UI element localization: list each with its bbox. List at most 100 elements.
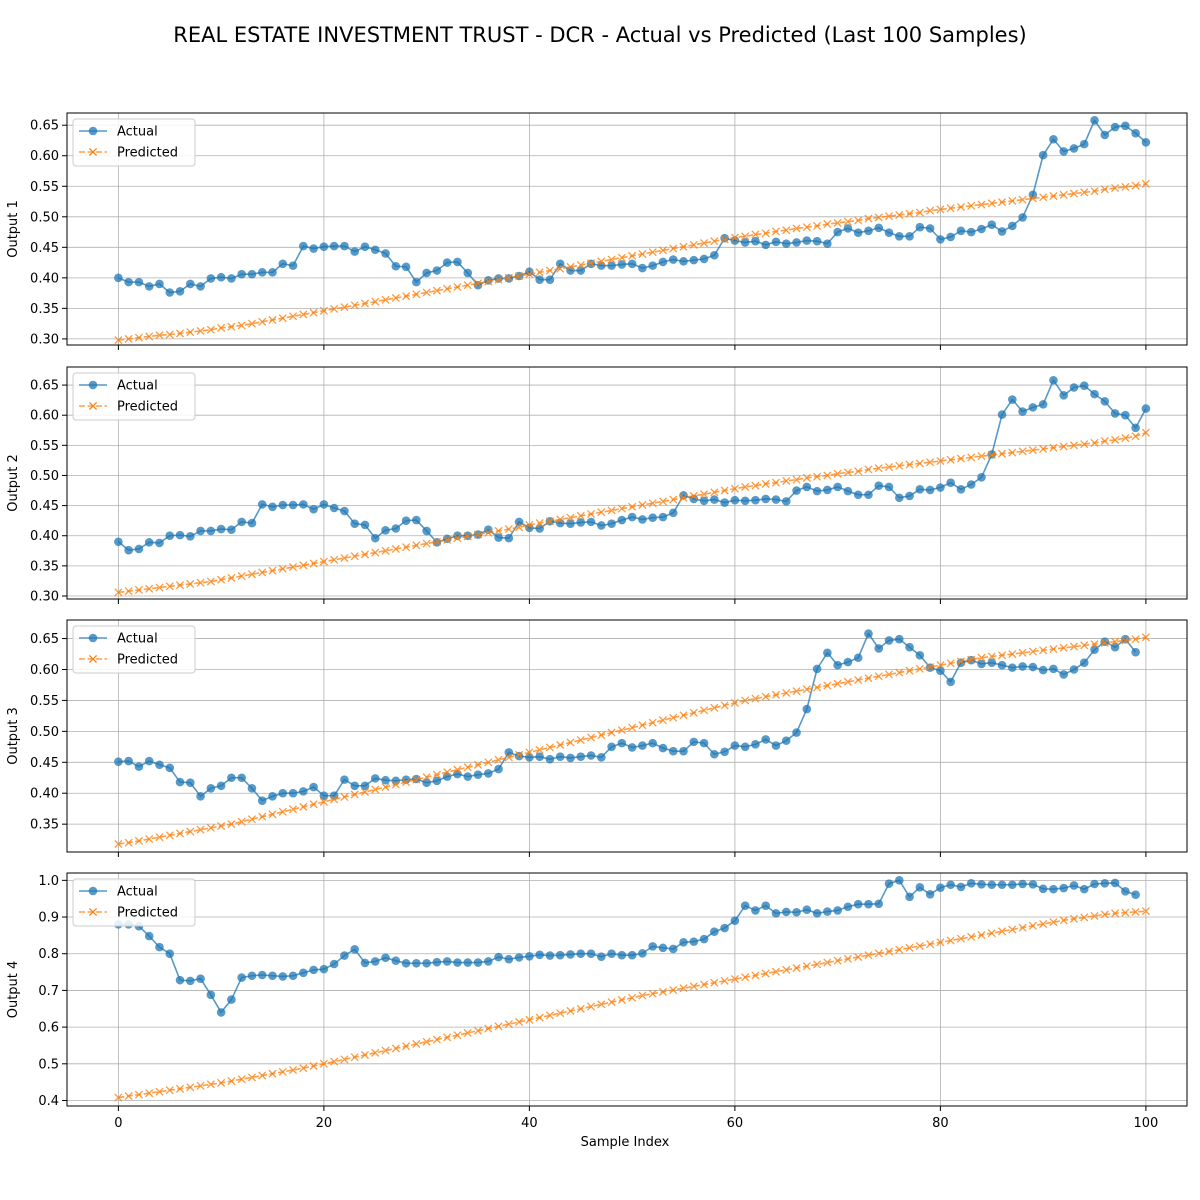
data-point-predicted <box>381 546 390 555</box>
legend-marker-actual <box>88 126 98 136</box>
data-point-actual <box>1100 637 1110 646</box>
data-point-actual <box>576 949 586 959</box>
data-point-predicted <box>802 473 811 482</box>
data-point-predicted <box>1059 643 1068 652</box>
data-point-actual <box>401 516 411 525</box>
data-point-actual <box>864 899 873 909</box>
x-tick-label: 40 <box>521 1116 538 1131</box>
data-point-predicted <box>782 226 791 235</box>
data-point-actual <box>483 769 493 778</box>
data-point-predicted <box>145 1089 154 1098</box>
y-tick-label: 0.35 <box>30 818 59 833</box>
data-point-predicted <box>823 220 832 229</box>
data-point-predicted <box>987 199 996 208</box>
data-point-predicted <box>936 456 945 466</box>
data-point-predicted <box>432 286 441 295</box>
data-point-actual <box>175 530 185 540</box>
data-point-predicted <box>134 585 143 595</box>
data-point-actual <box>874 899 884 909</box>
data-point-predicted <box>658 246 668 255</box>
y-tick-label: 0.40 <box>30 271 59 286</box>
data-point-actual <box>761 494 771 504</box>
data-point-actual <box>936 883 945 892</box>
data-point-actual <box>442 534 452 544</box>
data-point-actual <box>453 257 462 267</box>
data-point-actual <box>1079 381 1089 390</box>
data-point-predicted <box>473 279 483 288</box>
data-point-actual <box>781 497 791 506</box>
data-point-predicted <box>525 748 534 757</box>
data-point-predicted <box>206 823 215 832</box>
data-point-actual <box>833 906 842 915</box>
data-point-predicted <box>237 321 246 330</box>
data-point-predicted <box>679 242 688 251</box>
axes-frame <box>66 112 1188 346</box>
data-point-actual <box>987 220 997 230</box>
data-point-predicted <box>443 535 452 545</box>
data-point-actual <box>155 538 164 548</box>
y-tick-label: 0.9 <box>38 911 59 926</box>
data-point-predicted <box>977 930 986 940</box>
data-point-actual <box>915 222 925 232</box>
data-point-actual <box>597 753 606 762</box>
data-point-actual <box>905 491 914 501</box>
y-tick-label: 0.60 <box>30 663 59 678</box>
data-point-actual <box>309 504 318 514</box>
data-point-actual <box>607 949 616 959</box>
data-point-predicted <box>422 288 431 297</box>
data-point-actual <box>781 239 791 248</box>
data-point-actual <box>576 266 586 275</box>
data-point-predicted <box>792 475 801 484</box>
legend-marker-predicted <box>88 907 98 917</box>
data-point-actual <box>915 650 925 660</box>
data-point-actual <box>802 482 812 492</box>
data-point-actual <box>1008 395 1017 404</box>
subplot-4: 0.4 0.5 0.6 0.7 0.8 0.9 1.0 0 20 40 60 80 100 Output … <box>6 872 1188 1131</box>
data-point-predicted <box>956 202 966 212</box>
data-point-predicted <box>535 1013 544 1022</box>
data-point-predicted <box>576 735 585 745</box>
data-point-predicted <box>1121 434 1130 443</box>
data-point-predicted <box>1008 196 1017 205</box>
data-point-predicted <box>145 584 154 593</box>
data-point-actual <box>864 629 873 638</box>
data-point-actual <box>802 704 812 714</box>
data-point-predicted <box>463 281 472 290</box>
data-point-predicted <box>586 1002 596 1011</box>
data-point-predicted <box>227 820 236 829</box>
data-point-predicted <box>1090 438 1099 447</box>
data-point-predicted <box>453 1031 462 1040</box>
data-point-actual <box>525 753 534 762</box>
data-point-predicted <box>1090 187 1099 196</box>
data-point-actual <box>894 493 904 503</box>
data-point-actual <box>1090 389 1099 399</box>
data-point-actual <box>853 490 863 500</box>
data-point-predicted <box>371 785 380 794</box>
axes-frame <box>66 872 1188 1107</box>
data-point-predicted <box>360 299 370 308</box>
data-point-actual <box>545 754 555 764</box>
data-point-predicted <box>319 306 328 315</box>
data-point-predicted <box>864 674 873 683</box>
data-point-actual <box>864 490 873 500</box>
data-point-predicted <box>196 1081 205 1090</box>
data-point-predicted <box>299 1064 308 1073</box>
data-point-predicted <box>997 449 1007 458</box>
legend-label-actual: Actual <box>117 885 158 900</box>
legend-marker-actual <box>88 886 98 896</box>
data-point-actual <box>812 236 822 246</box>
data-point-predicted <box>689 240 698 249</box>
data-point-predicted <box>905 209 914 218</box>
data-point-predicted <box>710 488 719 497</box>
data-point-actual <box>997 410 1007 419</box>
subplot-1: 0.30 0.35 0.40 0.45 0.50 0.55 0.60 0.65 Output 1… <box>6 112 1188 350</box>
data-point-actual <box>1018 407 1027 416</box>
data-point-actual <box>196 282 205 291</box>
data-point-predicted <box>155 583 164 592</box>
data-point-predicted <box>1069 441 1079 450</box>
data-point-actual <box>905 642 914 652</box>
data-point-actual <box>925 224 935 233</box>
legend-label-predicted: Predicted <box>117 906 178 921</box>
data-point-actual <box>648 261 657 270</box>
data-point-actual <box>186 778 195 788</box>
